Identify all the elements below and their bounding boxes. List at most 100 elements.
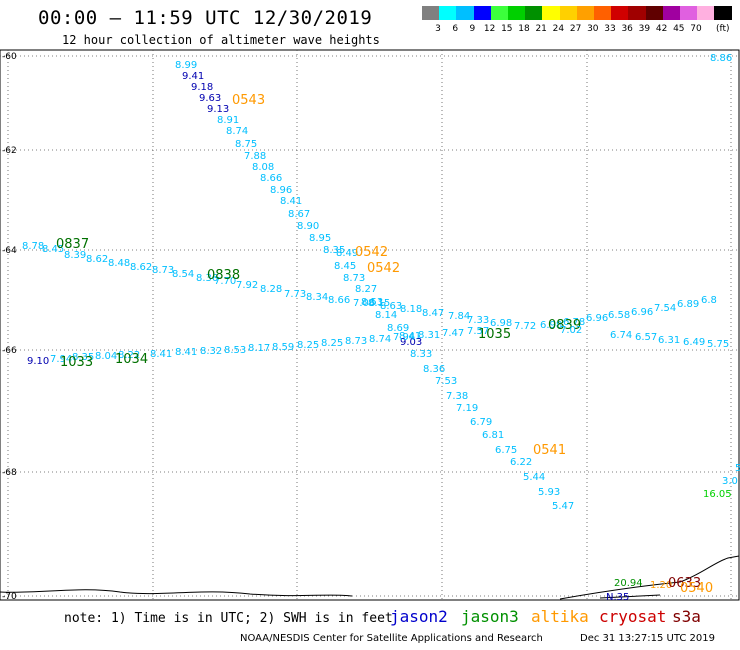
wave-height-value: 8.22 [118,350,140,361]
colorbar-swatch [490,6,509,20]
wave-height-value: 6.74 [610,330,632,341]
wave-height-value: 6.79 [470,417,492,428]
wave-height-value: 8.91 [217,115,239,126]
colorbar-label: 9 [469,24,476,34]
track-time-label: 0837 [56,237,89,252]
colorbar-swatch [456,6,475,20]
lat-label: -64 [2,246,17,256]
wave-height-value: 8.62 [86,254,108,265]
wave-height-value: 8.62 [130,262,152,273]
wave-height-value: 8.17 [248,343,270,354]
wave-height-value: 6.96 [586,313,608,324]
wave-height-value: 8.96 [270,185,292,196]
colorbar-label: 30 [587,24,599,34]
wave-height-value: 8.66 [328,295,350,306]
wave-height-value: 8.25 [321,338,343,349]
colorbar-label: 45 [673,24,685,34]
coastline [559,555,740,600]
legend-cryosat: cryosat [599,607,667,626]
wave-height-value: 8.63 [380,301,402,312]
wave-height-value: 20.94 [614,578,643,589]
colorbar-swatch [422,6,440,20]
wave-height-value: 7.94 [393,332,415,343]
wave-height-value: 6.81 [482,430,504,441]
wave-height-value: 8.32 [200,346,222,357]
track-time-label: 0540 [680,581,713,596]
track-time-label: 1034 [115,352,148,367]
wave-height-value: 8.31 [418,330,440,341]
map-title: 00:00 – 11:59 UTC 12/30/2019 [38,7,373,29]
wave-height-value: 7.73 [284,289,306,300]
wave-height-value: 5.75 [707,339,729,350]
wave-height-value: 8.04 [95,351,117,362]
colorbar-swatch [525,6,544,20]
wave-height-value: 8.34 [306,292,328,303]
wave-height-value: 7.70 [214,276,236,287]
track-time-label: 1035 [478,327,511,342]
lat-label: -60 [2,52,17,62]
track-time-label: 0541 [533,443,566,458]
wave-height-value: 7.88 [244,151,266,162]
wave-height-value: 8.53 [224,345,246,356]
colorbar-label: 18 [518,24,530,34]
wave-height-value: 8.90 [297,221,319,232]
wave-height-value: 6.98 [490,318,512,329]
map-subtitle: 12 hour collection of altimeter wave hei… [62,33,380,47]
wave-height-value: 8.45 [334,261,356,272]
wave-height-value: 8.45 [42,244,64,255]
wave-height-value: 7.92 [236,280,258,291]
track-time-label: 0838 [207,268,240,283]
colorbar-label: 15 [501,24,513,34]
footer-note: note: 1) Time is in UTC; 2) SWH is in fe… [64,611,393,626]
wave-height-value: 8.15 [368,298,390,309]
map-frame [0,49,740,601]
wave-height-value: 8.41 [150,349,172,360]
wave-height-value: 6.8 [701,295,717,306]
wave-height-value: 6.78 [563,317,585,328]
wave-height-value: 8.78 [22,241,44,252]
wave-height-value: 8.66 [260,173,282,184]
colorbar-label: 33 [604,24,616,34]
wave-height-value: N.35 [606,592,629,603]
lat-label: -70 [2,592,17,602]
colorbar-swatch [559,6,578,20]
wave-height-value: 7.19 [456,403,478,414]
wave-height-value: 5.44 [523,472,545,483]
wave-height-value: 8.73 [343,273,365,284]
colorbar-swatch [576,6,595,20]
wave-height-value: 8.14 [375,310,397,321]
wave-height-value: 7.72 [514,321,536,332]
wave-height-value: 7.54 [654,303,676,314]
wave-height-value: 7.53 [435,376,457,387]
wave-height-value: 8.74 [226,126,248,137]
track-time-label: 0543 [232,93,265,108]
wave-height-value: 8.75 [235,139,257,150]
wave-height-value: 8.67 [288,209,310,220]
wave-height-value: 6.22 [510,457,532,468]
wave-height-value: 8.25 [297,340,319,351]
wave-height-value: 8.41 [399,331,421,342]
legend-jason2: jason2 [390,607,448,626]
wave-height-value: 7.47 [442,328,464,339]
wave-height-value: 5.93 [538,487,560,498]
wave-height-value: 6.96 [631,307,653,318]
wave-height-value: 7.38 [446,391,468,402]
colorbar-swatch [662,6,681,20]
coastline [599,594,661,599]
wave-height-value: 9.10 [27,356,49,367]
track-time-label: 0542 [355,245,388,260]
wave-height-value: 8.53 [361,297,383,308]
wave-height-value: 5.47 [552,501,574,512]
colorbar-label: 27 [569,24,582,34]
wave-height-value: 16.05 [703,489,732,500]
wave-height-value: 7.06 [353,298,375,309]
legend-s3a: s3a [672,607,701,626]
wave-height-value: 7.33 [467,315,489,326]
wave-height-value: 6.58 [608,310,630,321]
wave-height-value: 9.41 [182,71,204,82]
wave-height-value: 9.18 [191,82,213,93]
wave-height-value: 7.02 [560,325,582,336]
colorbar-label: 36 [621,24,633,34]
wave-height-value: 8.73 [152,265,174,276]
wave-height-value: 8.54 [172,269,194,280]
